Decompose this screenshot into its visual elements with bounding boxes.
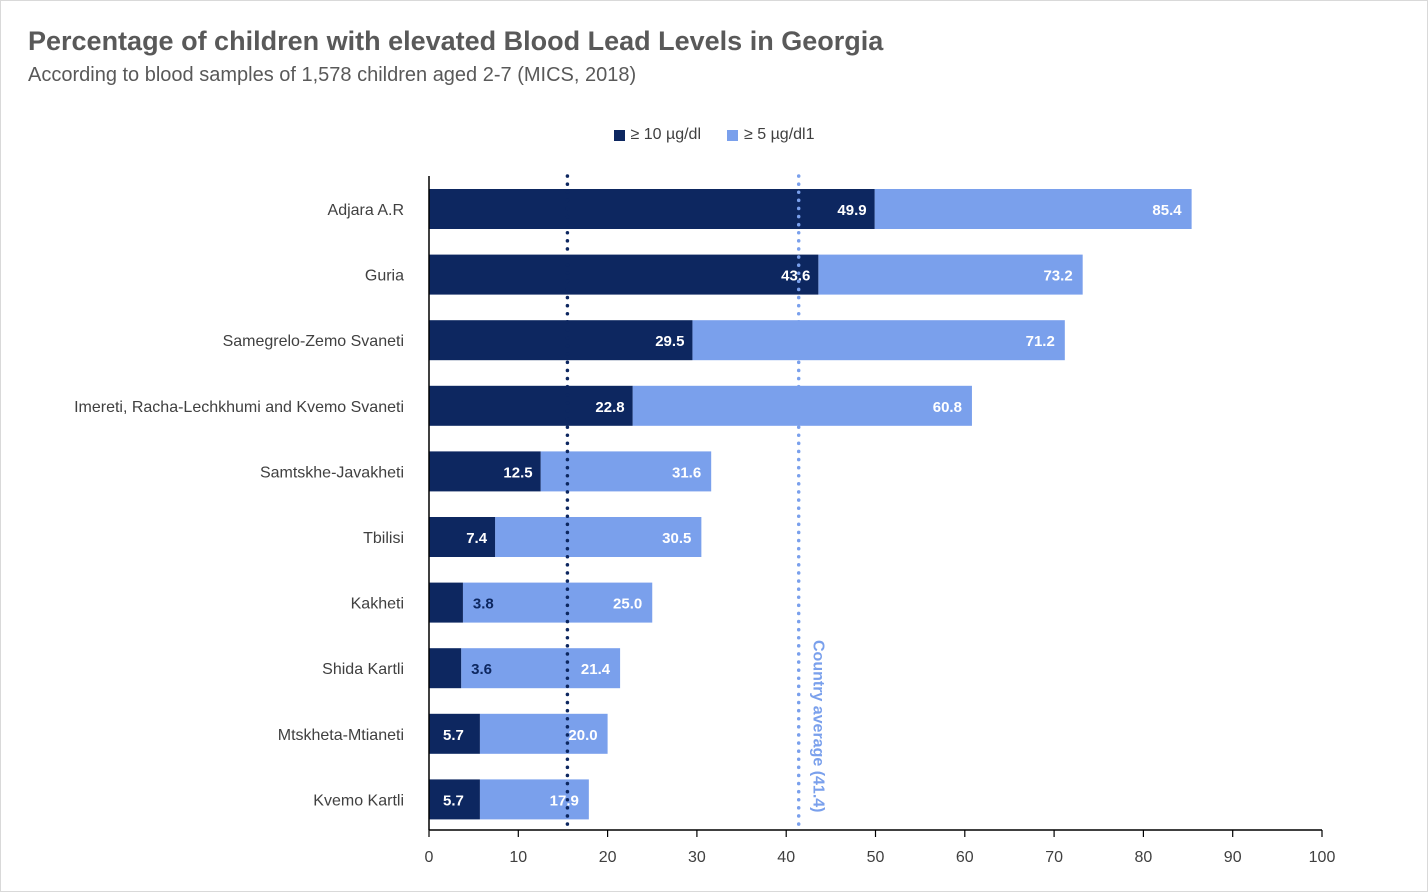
bar-5-9 xyxy=(479,779,589,820)
data-label-10-7: 3.6 xyxy=(471,661,492,678)
legend-label-10: ≥ 10 µg/dl xyxy=(630,126,701,143)
x-tick-label-4: 40 xyxy=(777,849,795,866)
data-label-10-3: 22.8 xyxy=(595,399,624,416)
data-label-10-1: 43.6 xyxy=(781,268,810,285)
x-tick-label-3: 30 xyxy=(688,849,706,866)
bar-10-2 xyxy=(429,320,693,361)
data-label-10-8: 5.7 xyxy=(443,727,464,744)
category-label-9: Kvemo Kartli xyxy=(313,792,404,809)
bar-10-5 xyxy=(429,517,496,557)
x-tick-label-10: 100 xyxy=(1309,849,1336,866)
legend-item-10: ≥ 10 µg/dl xyxy=(613,126,701,144)
bar-5-7 xyxy=(461,648,621,689)
legend-item-5: ≥ 5 µg/dl1 xyxy=(727,126,814,144)
bar-5-2 xyxy=(692,320,1065,361)
data-label-10-2: 29.5 xyxy=(655,333,684,350)
x-tick-label-7: 70 xyxy=(1045,849,1063,866)
data-label-10-5: 7.4 xyxy=(466,530,488,547)
x-tick-label-1: 10 xyxy=(509,849,527,866)
data-label-5-1: 73.2 xyxy=(1043,268,1072,285)
data-label-5-4: 31.6 xyxy=(672,464,701,481)
data-label-5-7: 21.4 xyxy=(581,661,611,678)
bar-5-5 xyxy=(495,517,702,557)
data-label-5-3: 60.8 xyxy=(933,399,962,416)
x-tick-label-2: 20 xyxy=(599,849,617,866)
data-label-10-9: 5.7 xyxy=(443,792,464,809)
legend-label-5: ≥ 5 µg/dl1 xyxy=(744,126,815,143)
reference-line-label-1: Country average (41.4) xyxy=(810,640,827,813)
x-tick-label-9: 90 xyxy=(1224,849,1242,866)
category-label-2: Samegrelo-Zemo Svaneti xyxy=(223,333,404,350)
data-label-10-4: 12.5 xyxy=(503,464,532,481)
bar-10-1 xyxy=(429,254,819,295)
bar-5-3 xyxy=(632,385,972,426)
x-tick-label-8: 80 xyxy=(1135,849,1153,866)
data-label-5-2: 71.2 xyxy=(1026,333,1055,350)
category-label-7: Shida Kartli xyxy=(322,661,404,678)
bar-10-4 xyxy=(429,451,541,492)
bar-10-6 xyxy=(429,582,463,623)
category-label-3: Imereti, Racha-Lechkhumi and Kvemo Svane… xyxy=(74,399,404,416)
bar-10-3 xyxy=(429,385,633,426)
category-label-5: Tbilisi xyxy=(363,530,404,547)
category-label-0: Adjara A.R xyxy=(328,202,404,219)
category-label-1: Guria xyxy=(365,268,404,285)
bar-5-1 xyxy=(818,254,1083,295)
chart-title: Percentage of children with elevated Blo… xyxy=(28,26,884,56)
chart-legend: ≥ 10 µg/dl ≥ 5 µg/dl1 xyxy=(0,126,1428,144)
bar-10-7 xyxy=(429,648,462,689)
bar-5-6 xyxy=(462,582,653,623)
data-label-5-9: 17.9 xyxy=(550,792,579,809)
x-tick-label-0: 0 xyxy=(425,849,434,866)
legend-swatch-5 xyxy=(727,129,738,141)
bar-5-8 xyxy=(479,713,608,754)
data-label-5-0: 85.4 xyxy=(1152,202,1182,219)
data-label-10-0: 49.9 xyxy=(837,202,866,219)
x-tick-label-5: 50 xyxy=(867,849,885,866)
legend-swatch-10 xyxy=(613,129,625,141)
category-label-8: Mtskheta-Mtianeti xyxy=(278,727,404,744)
bar-10-0 xyxy=(429,189,875,229)
bar-5-0 xyxy=(874,189,1192,229)
data-label-5-6: 25.0 xyxy=(613,596,642,613)
x-tick-label-6: 60 xyxy=(956,849,974,866)
category-label-4: Samtskhe-Javakheti xyxy=(260,464,404,481)
bar-5-4 xyxy=(540,451,712,492)
bar-10-9 xyxy=(429,779,480,820)
bar-10-8 xyxy=(429,713,480,754)
data-label-5-5: 30.5 xyxy=(662,530,691,547)
category-label-6: Kakheti xyxy=(351,596,404,613)
chart-subtitle: According to blood samples of 1,578 chil… xyxy=(28,64,637,86)
data-label-5-8: 20.0 xyxy=(568,727,597,744)
data-label-10-6: 3.8 xyxy=(473,596,494,613)
